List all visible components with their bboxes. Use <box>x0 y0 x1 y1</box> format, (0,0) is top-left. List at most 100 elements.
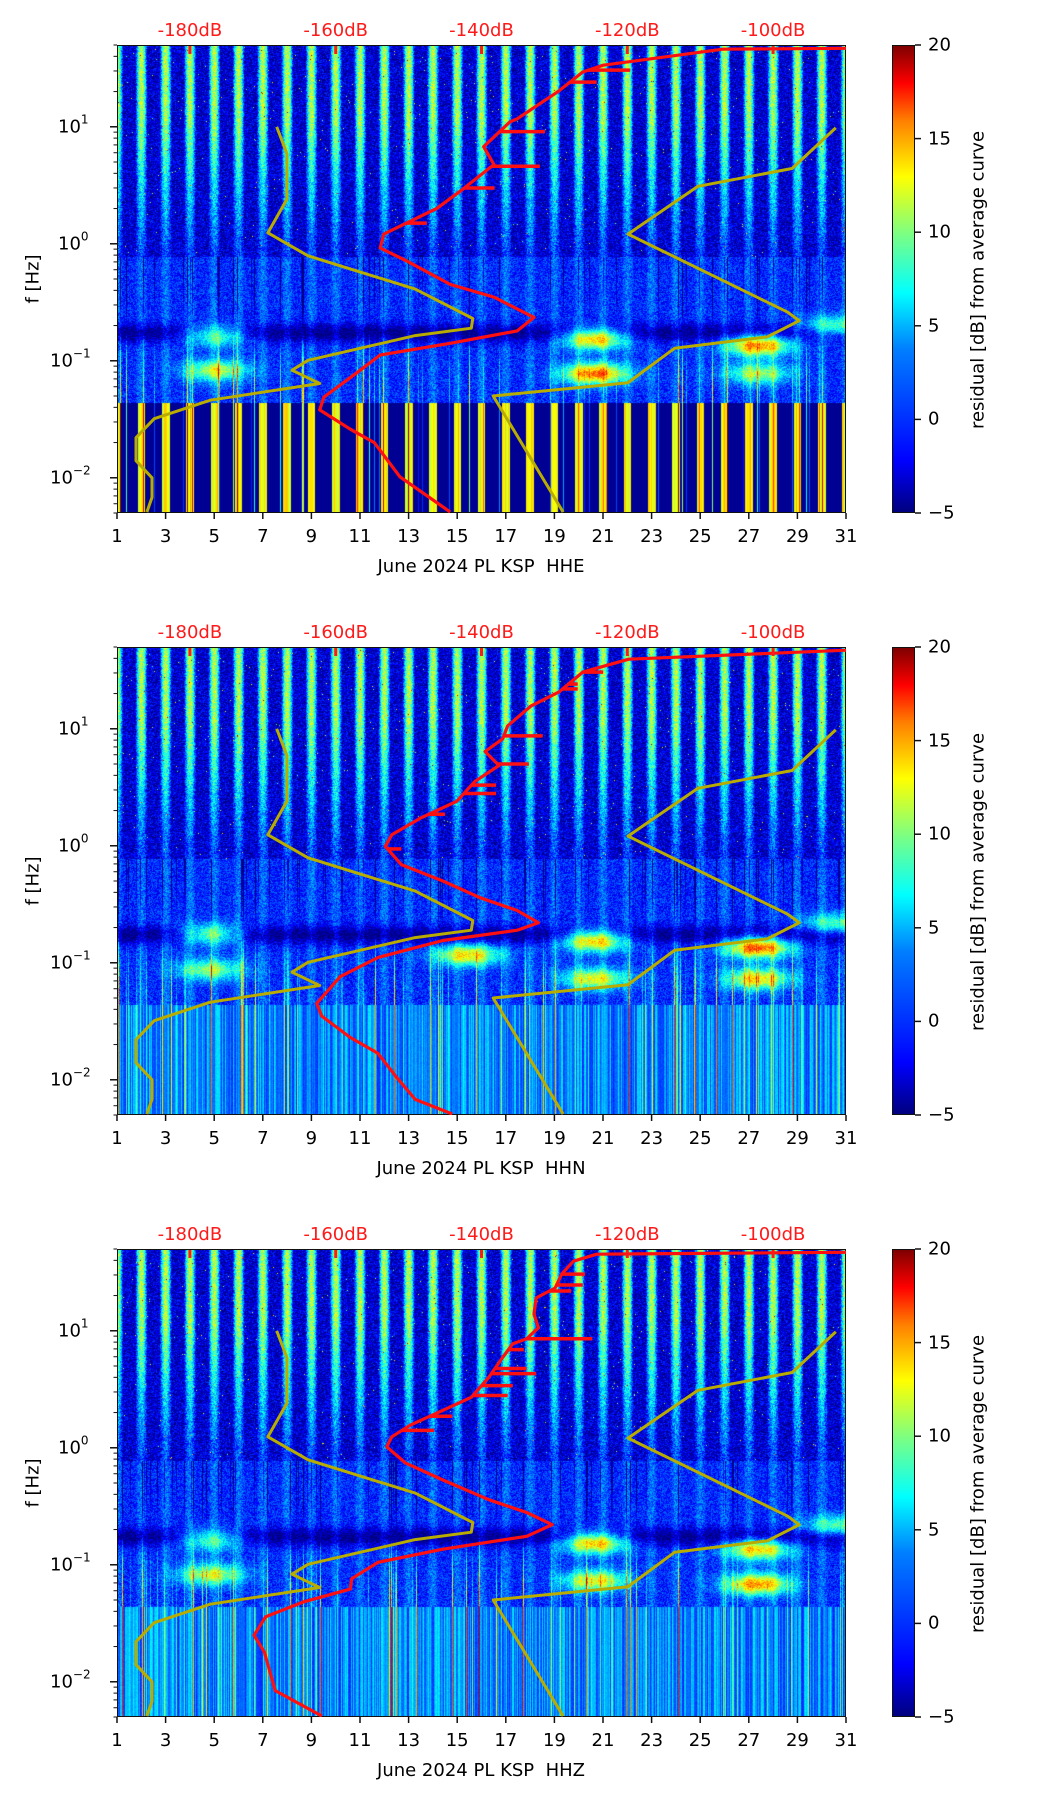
y-tick-base: 10 <box>58 835 81 857</box>
y-tick-base: 10 <box>50 1069 73 1091</box>
x-tick-label: 3 <box>159 1128 172 1149</box>
y-tick-exponent: 1 <box>80 1316 89 1331</box>
colorbar-tick-label: −5 <box>928 1104 955 1126</box>
y-tick-base: 10 <box>50 350 73 372</box>
db-scale-label: -180dB <box>157 20 223 41</box>
high-noise-model-line <box>491 126 837 513</box>
x-tick-label: 15 <box>445 1128 469 1149</box>
y-tick-label: 10−2 <box>50 464 91 488</box>
db-marker <box>771 46 775 54</box>
colorbar-tick-label: 20 <box>928 34 951 56</box>
x-tick-label: 1 <box>111 526 123 547</box>
spectrogram-image <box>117 1249 846 1717</box>
psd-curve-line <box>315 648 846 1115</box>
db-marker <box>625 46 629 54</box>
low-noise-model-line <box>134 1330 475 1717</box>
colorbar-tick-label: 5 <box>928 917 940 939</box>
colorbar-tick-label: 10 <box>928 221 951 243</box>
y-tick-exponent: −1 <box>72 346 91 361</box>
spectrogram-image <box>117 45 846 513</box>
curve-overlay <box>134 1250 846 1717</box>
x-tick-label: 9 <box>305 1730 318 1751</box>
y-tick-exponent: 0 <box>80 229 89 244</box>
spectrogram-panel-hhn: f [Hz] June 2024 PL KSP HHN residual [dB… <box>0 602 1052 1204</box>
x-tick-label: 5 <box>208 1730 220 1751</box>
db-scale-label: -100dB <box>740 20 806 41</box>
low-noise-model-line <box>134 728 475 1115</box>
x-tick-label: 17 <box>494 1128 518 1149</box>
colorbar-tick-label: 15 <box>928 1332 951 1354</box>
x-tick-label: 5 <box>208 526 220 547</box>
y-tick-exponent: −1 <box>72 948 91 963</box>
db-marker <box>188 648 192 656</box>
db-marker <box>771 648 775 656</box>
x-tick-label: 27 <box>737 1128 761 1149</box>
db-scale-label: -140dB <box>449 20 514 41</box>
y-tick-base: 10 <box>58 233 81 255</box>
y-tick-exponent: −2 <box>72 463 91 478</box>
colorbar-tick-label: 0 <box>928 1010 940 1032</box>
y-tick-base: 10 <box>50 1554 73 1576</box>
x-tick-label: 23 <box>640 1730 664 1751</box>
y-tick-exponent: 0 <box>80 1433 89 1448</box>
x-tick-label: 3 <box>159 526 172 547</box>
x-tick-label: 25 <box>688 1128 712 1149</box>
colorbar-tick-label: 0 <box>928 408 940 430</box>
y-tick-exponent: −2 <box>72 1065 91 1080</box>
colorbar-tick-label: 20 <box>928 1238 951 1260</box>
x-tick-label: 13 <box>397 1730 421 1751</box>
x-tick-label: 11 <box>348 1128 372 1149</box>
colorbar <box>892 647 915 1115</box>
x-tick-label: 31 <box>834 1128 858 1149</box>
x-tick-label: 23 <box>640 1128 664 1149</box>
x-tick-label: 27 <box>737 1730 761 1751</box>
colorbar-tick-label: −5 <box>928 502 955 524</box>
x-tick-label: 17 <box>494 1730 518 1751</box>
colorbar-tick-label: 10 <box>928 823 951 845</box>
y-tick-label: 101 <box>58 113 89 138</box>
db-marker <box>480 46 483 54</box>
db-marker <box>771 1250 775 1258</box>
y-tick-base: 10 <box>50 952 73 974</box>
y-tick-label: 10−2 <box>50 1066 91 1091</box>
x-tick-label: 19 <box>542 526 566 547</box>
y-tick-label: 10−1 <box>50 949 91 974</box>
x-tick-label: 17 <box>494 526 518 547</box>
axes-ticks <box>110 646 921 1121</box>
db-scale-label: -100dB <box>740 622 806 643</box>
curve-overlay <box>134 648 846 1115</box>
y-tick-base: 10 <box>58 1320 81 1342</box>
x-tick-label: 31 <box>834 526 858 547</box>
db-scale-label: -120dB <box>594 20 660 41</box>
y-tick-base: 10 <box>58 1437 81 1459</box>
x-tick-label: 5 <box>208 1128 220 1149</box>
x-tick-label: 11 <box>348 1730 372 1751</box>
psd-curve-line <box>318 46 846 513</box>
x-tick-label: 19 <box>542 1730 566 1751</box>
db-marker <box>480 648 483 656</box>
colorbar-label: residual [dB] from average curve <box>967 732 989 1032</box>
curve-overlay <box>134 46 846 513</box>
spectrogram-panel-hhe: f [Hz] June 2024 PL KSP HHE residual [dB… <box>0 0 1052 602</box>
spectrogram-canvas <box>118 1250 845 1716</box>
db-scale-label: -120dB <box>594 622 660 643</box>
colorbar-tick-label: 20 <box>928 636 951 658</box>
colorbar-tick-label: 5 <box>928 1519 940 1541</box>
db-marker <box>188 1250 192 1258</box>
colorbar-label: residual [dB] from average curve <box>967 130 989 430</box>
x-tick-label: 21 <box>591 526 615 547</box>
low-noise-model-line <box>134 126 475 513</box>
colorbar-tick-label: −5 <box>928 1706 955 1728</box>
x-axis-label: June 2024 PL KSP HHN <box>376 1158 586 1179</box>
db-scale-label: -140dB <box>449 1224 514 1245</box>
x-tick-label: 29 <box>785 1128 809 1149</box>
x-tick-label: 9 <box>305 526 318 547</box>
y-tick-base: 10 <box>58 116 81 138</box>
axes-ticks <box>110 1248 921 1723</box>
y-tick-label: 10−1 <box>50 347 91 372</box>
colorbar-tick-label: 15 <box>928 128 951 150</box>
x-tick-label: 21 <box>591 1128 615 1149</box>
x-tick-label: 13 <box>397 526 421 547</box>
x-tick-label: 29 <box>785 1730 809 1751</box>
db-scale-label: -180dB <box>157 622 223 643</box>
